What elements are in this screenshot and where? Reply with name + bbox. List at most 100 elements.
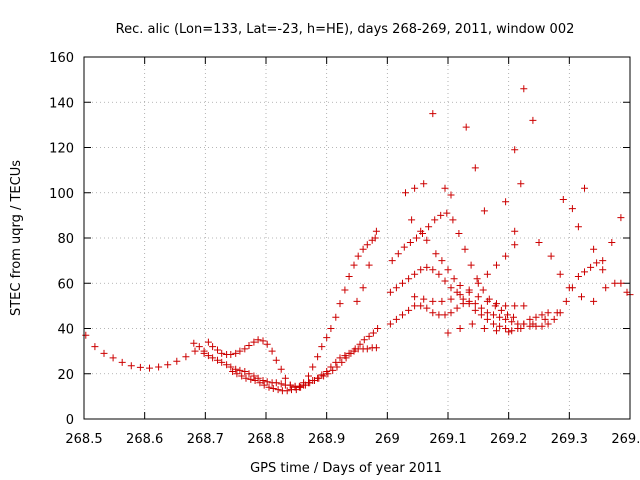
data-point bbox=[332, 313, 340, 321]
data-point bbox=[338, 358, 346, 366]
data-point bbox=[306, 379, 314, 387]
data-point bbox=[477, 304, 485, 312]
data-point bbox=[423, 263, 431, 271]
data-point bbox=[587, 263, 595, 271]
data-point bbox=[538, 311, 546, 319]
data-point bbox=[204, 338, 212, 346]
y-tick-label: 160 bbox=[49, 51, 74, 66]
x-tick-label: 268.5 bbox=[65, 432, 102, 447]
data-point bbox=[406, 239, 414, 246]
data-point bbox=[342, 354, 350, 362]
data-point bbox=[565, 284, 573, 292]
data-point bbox=[371, 234, 379, 242]
data-point bbox=[233, 370, 241, 378]
data-point bbox=[400, 243, 408, 251]
data-point bbox=[443, 209, 451, 217]
data-point bbox=[441, 184, 449, 192]
data-point bbox=[369, 329, 377, 337]
plot-frame bbox=[83, 56, 631, 420]
data-point bbox=[247, 375, 255, 383]
data-point bbox=[459, 295, 467, 303]
data-point bbox=[236, 347, 244, 355]
data-point bbox=[277, 365, 285, 373]
data-point bbox=[562, 297, 570, 305]
data-point bbox=[544, 309, 552, 317]
data-point bbox=[483, 297, 491, 305]
data-point bbox=[82, 331, 90, 339]
data-point bbox=[425, 223, 433, 231]
data-point bbox=[468, 320, 476, 328]
data-point bbox=[559, 196, 567, 203]
data-point bbox=[517, 180, 525, 188]
data-point bbox=[345, 273, 353, 280]
data-point bbox=[578, 293, 585, 301]
data-point bbox=[574, 223, 582, 231]
data-point bbox=[232, 349, 240, 357]
data-point bbox=[520, 302, 528, 310]
data-point bbox=[547, 252, 555, 260]
data-point bbox=[508, 318, 516, 326]
data-point bbox=[209, 354, 217, 362]
x-tick-label: 269 bbox=[375, 432, 400, 447]
data-point bbox=[254, 336, 262, 344]
data-point bbox=[465, 300, 473, 308]
data-point bbox=[324, 370, 332, 378]
data-point bbox=[320, 372, 328, 380]
data-point bbox=[456, 325, 464, 332]
data-point bbox=[508, 327, 516, 335]
data-point bbox=[372, 227, 380, 235]
data-point bbox=[413, 234, 420, 242]
data-point bbox=[173, 357, 181, 365]
data-point bbox=[327, 363, 335, 371]
data-point bbox=[456, 282, 464, 289]
data-point bbox=[529, 116, 537, 124]
x-axis-ticks: 268.5 268.6 268.7 268.8 268.9 269 269.1 269.2 26… bbox=[65, 57, 640, 447]
y-tick-label: 80 bbox=[57, 232, 74, 247]
data-point bbox=[497, 306, 505, 314]
y-tick-label: 20 bbox=[57, 368, 74, 383]
data-point bbox=[438, 297, 446, 305]
data-point bbox=[502, 325, 510, 332]
data-point bbox=[411, 293, 419, 301]
data-point bbox=[372, 344, 380, 352]
data-point bbox=[214, 346, 221, 354]
data-point bbox=[241, 368, 249, 375]
data-point bbox=[477, 311, 485, 319]
data-point bbox=[356, 340, 364, 348]
data-point bbox=[581, 268, 588, 276]
data-point bbox=[511, 146, 519, 154]
data-point bbox=[590, 245, 598, 253]
data-point bbox=[146, 364, 153, 372]
data-point bbox=[399, 279, 406, 287]
data-point bbox=[318, 343, 326, 351]
y-axis-ticks: 0 20 40 60 80 100 120 140 160 bbox=[49, 51, 630, 428]
data-point bbox=[311, 377, 318, 384]
data-point bbox=[351, 345, 359, 353]
data-point bbox=[204, 352, 212, 360]
x-tick-label: 268.8 bbox=[247, 432, 284, 447]
data-point bbox=[529, 320, 537, 328]
data-point bbox=[617, 214, 625, 222]
data-point bbox=[315, 374, 323, 382]
data-point bbox=[360, 336, 368, 344]
data-point bbox=[263, 340, 271, 348]
data-point bbox=[100, 349, 108, 357]
data-point bbox=[314, 353, 322, 361]
data-point bbox=[496, 322, 504, 330]
data-point bbox=[350, 261, 358, 269]
data-point bbox=[429, 297, 437, 305]
data-point bbox=[336, 300, 344, 308]
data-point bbox=[283, 387, 291, 395]
data-point bbox=[511, 227, 519, 235]
data-point bbox=[392, 284, 400, 292]
data-point bbox=[363, 345, 371, 353]
data-point bbox=[593, 259, 601, 267]
data-point bbox=[474, 293, 482, 301]
data-point bbox=[447, 284, 455, 292]
data-point bbox=[238, 372, 246, 380]
data-point bbox=[599, 266, 607, 274]
data-point bbox=[388, 257, 396, 265]
data-point bbox=[449, 216, 457, 224]
data-point bbox=[417, 227, 425, 235]
